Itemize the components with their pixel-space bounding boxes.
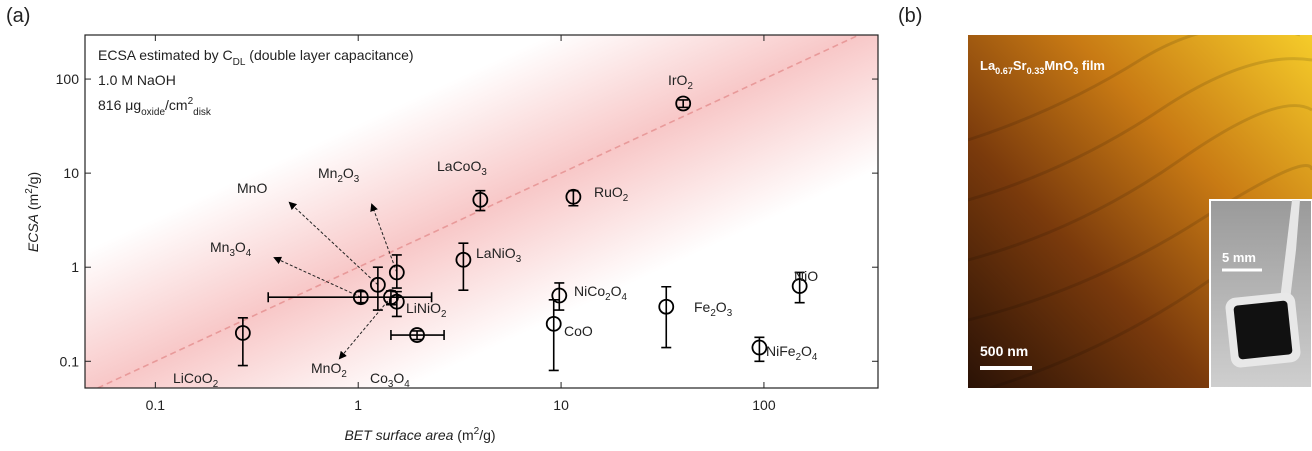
y-axis-title: ECSA (m2/g) [24,172,41,252]
y-error-bar [678,99,689,109]
y-axis-title-part: 2 [24,188,35,194]
x-error-bar [267,292,433,303]
annotation-part: /cm [165,97,188,113]
data-point [565,188,582,205]
data-point [472,191,489,208]
panel-label: (b) [898,5,922,27]
data-point [369,276,386,293]
point-label: RuO2 [594,184,628,204]
point-label: CoO [564,323,593,339]
x-tick-label: 10 [553,397,569,413]
point-label: Fe2O3 [694,299,733,319]
x-tick-label: 0.1 [146,397,166,413]
x-axis-title-part: BET surface area [344,427,453,443]
annotation-part: 816 μg [98,97,141,113]
annotation-part: (double layer capacitance) [245,47,413,63]
point-label: IrO2 [668,72,693,92]
data-point [551,287,568,304]
confidence-band [85,35,878,388]
y-error-bar [391,290,402,318]
y-tick-label: 0.1 [60,353,80,369]
label-arrow [370,203,398,273]
data-point [751,339,768,356]
panel-label: (a) [6,5,30,27]
point-label: MnO2 [311,360,347,380]
x-error-bar [390,330,445,341]
point-label: NiO [794,268,818,284]
y-tick-label: 1 [71,259,79,275]
data-point [455,251,472,268]
annotation: 816 μgoxide/cm2disk [98,96,212,118]
x-axis-title: BET surface area (m2/g) [344,426,495,443]
film-label: La0.67Sr0.33MnO3 film [980,58,1105,76]
annotation-part: 2 [188,96,194,107]
point-label: LiNiO2 [406,300,446,320]
y-tick-label: 100 [56,71,80,87]
y-tick-label: 10 [63,165,79,181]
data-point [234,325,251,341]
x-axis-title-part: (m [453,427,473,443]
x-axis-title-part: /g) [479,427,495,443]
annotation-part: DL [233,57,246,68]
data-point [352,289,369,306]
point-label: NiFe2O4 [766,343,818,363]
y-error-bar [548,299,559,372]
y-axis-title-part: /g) [25,172,41,188]
plot-frame [84,34,879,389]
inset-stem [1280,200,1300,300]
point-label: MnO [237,180,267,196]
annotation-part: oxide [141,107,165,118]
data-point [791,278,808,294]
label-arrow [273,256,362,298]
y-error-bar [554,282,565,311]
y-axis-title-part: (m [25,194,41,214]
point-label: Mn3O4 [210,239,252,259]
y-error-bar [661,285,672,349]
annotation-part: disk [193,107,212,118]
afm-image: La0.67Sr0.33MnO3 film 500 nm 5 mm [968,35,1312,389]
scale-bar-label: 500 nm [980,343,1028,359]
y-error-bar [794,271,805,304]
y-axis-title-part: ECSA [25,214,41,252]
annotation-part: 1.0 M NaOH [98,72,176,88]
annotation-part: ECSA estimated by C [98,47,233,63]
y-error-bar [391,254,402,289]
inset-scale-bar-label: 5 mm [1222,250,1256,265]
point-label: LiCoO2 [173,370,218,390]
data-point [675,95,692,112]
point-label: NiCo2O4 [574,283,627,303]
point-label: LaNiO3 [476,245,522,265]
x-tick-label: 100 [752,397,776,413]
data-point [388,293,405,310]
label-arrow [288,201,379,286]
y-error-bar [372,266,383,311]
label-arrow [338,296,392,360]
inset-sample [1233,300,1293,360]
data-point [388,264,405,281]
data-point [409,327,425,343]
annotation: 1.0 M NaOH [98,72,176,88]
point-label: Co3O4 [370,370,410,390]
x-axis-title-part: 2 [474,426,480,437]
point-label: Mn2O3 [318,165,360,185]
x-tick-label: 1 [354,397,362,413]
annotation: ECSA estimated by CDL (double layer capa… [98,47,414,68]
data-point [545,315,562,332]
terraces [968,35,1312,388]
data-point [658,298,675,315]
point-label: LaCoO3 [437,158,487,178]
